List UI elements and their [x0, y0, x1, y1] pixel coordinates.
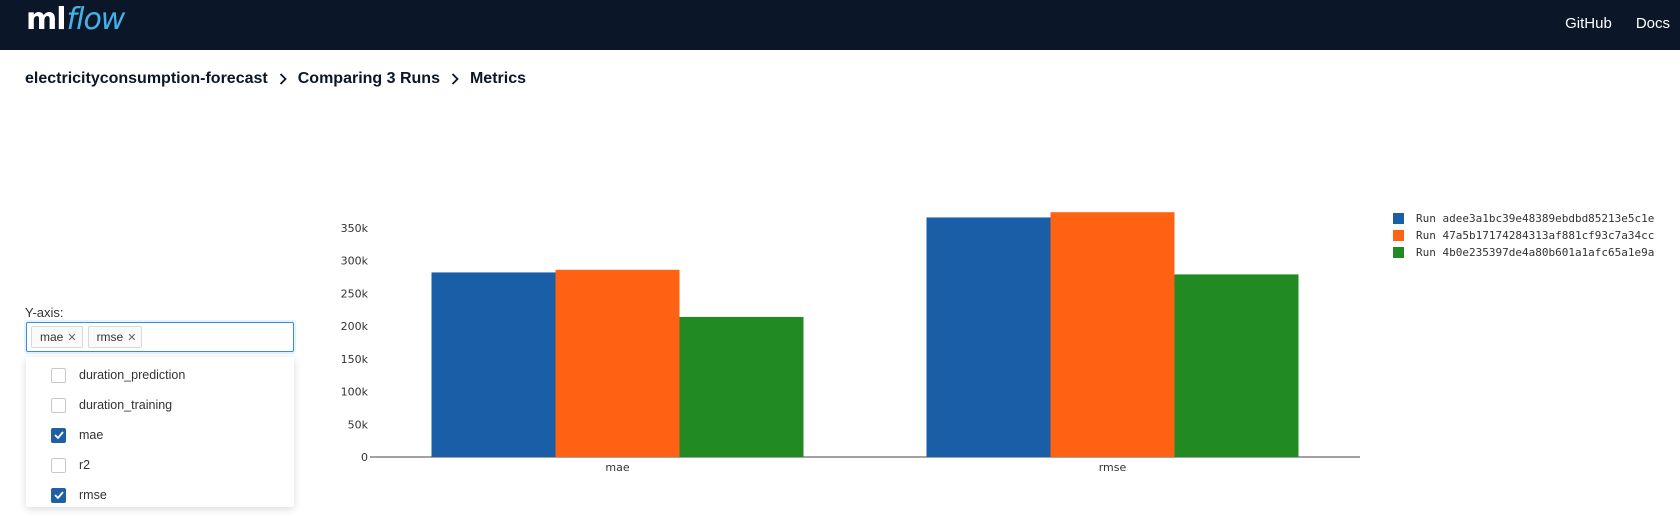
legend-item-run-1[interactable]: Run adee3a1bc39e48389ebdbd85213e5c1e [1393, 210, 1654, 227]
option-label: duration_prediction [79, 368, 186, 382]
y-tick-label: 100k [341, 386, 369, 399]
y-tick-label: 300k [341, 255, 369, 268]
logo-flow-text: flow [66, 2, 126, 37]
checkbox-icon[interactable] [51, 367, 66, 383]
yaxis-option-mae[interactable]: mae [26, 420, 294, 450]
yaxis-option-duration-training[interactable]: duration_training [26, 390, 294, 420]
close-icon[interactable]: ✕ [127, 331, 137, 344]
tag-label: rmse [96, 330, 124, 344]
bar-rmse-series-3 [1174, 274, 1299, 457]
checkbox-icon[interactable] [51, 397, 66, 413]
legend-label: Run adee3a1bc39e48389ebdbd85213e5c1e [1416, 212, 1655, 225]
yaxis-option-rmse[interactable]: rmse [26, 480, 294, 510]
chevron-right-icon [276, 73, 290, 85]
option-label: r2 [79, 458, 91, 472]
legend-label: Run 4b0e235397de4a80b601a1afc65a1e9a [1416, 246, 1655, 259]
option-label: duration_training [79, 398, 173, 412]
y-tick-label: 0 [361, 451, 368, 464]
bar-mae-series-3 [679, 316, 804, 457]
close-icon[interactable]: ✕ [67, 331, 77, 344]
bar-rmse-series-1 [926, 217, 1051, 457]
yaxis-label: Y-axis: [25, 305, 64, 320]
legend-item-run-3[interactable]: Run 4b0e235397de4a80b601a1afc65a1e9a [1393, 244, 1654, 261]
docs-link[interactable]: Docs [1635, 15, 1670, 32]
mlflow-logo[interactable]: ml flow [26, 2, 126, 46]
bar-mae-series-2 [555, 269, 680, 457]
breadcrumb: electricityconsumption-forecast Comparin… [25, 70, 526, 88]
checkbox-checked-icon[interactable] [51, 427, 66, 443]
yaxis-option-duration-prediction[interactable]: duration_prediction [26, 360, 294, 390]
y-tick-label: 150k [341, 353, 369, 366]
x-tick-label: rmse [1099, 461, 1127, 474]
breadcrumb-experiment[interactable]: electricityconsumption-forecast [25, 70, 268, 87]
legend-label: Run 47a5b17174284313af881cf93c7a34cc [1416, 229, 1655, 242]
x-tick-label: mae [605, 461, 629, 474]
bar-mae-series-1 [431, 272, 556, 457]
chevron-right-icon [448, 73, 462, 85]
metrics-bar-chart: 0 50k 100k 150k 200k 250k 300k 350k mae rmse [341, 212, 1360, 474]
nav-links: GitHub Docs [1565, 15, 1670, 32]
bar-rmse-series-2 [1050, 212, 1175, 457]
y-tick-label: 250k [341, 287, 369, 300]
y-tick-label: 200k [341, 320, 369, 333]
y-tick-label: 50k [348, 418, 369, 431]
checkbox-icon[interactable] [51, 457, 66, 473]
selected-tag-rmse: rmse ✕ [87, 326, 143, 348]
checkbox-checked-icon[interactable] [51, 487, 66, 503]
breadcrumb-compare-runs[interactable]: Comparing 3 Runs [297, 70, 440, 87]
option-label: rmse [79, 488, 107, 502]
github-link[interactable]: GitHub [1565, 15, 1612, 32]
yaxis-multiselect[interactable]: mae ✕ rmse ✕ [26, 322, 294, 352]
legend-swatch [1393, 213, 1404, 224]
legend-swatch [1393, 230, 1404, 241]
logo-ml-text: ml [26, 2, 67, 37]
breadcrumb-metrics: Metrics [469, 70, 526, 87]
legend-item-run-2[interactable]: Run 47a5b17174284313af881cf93c7a34cc [1393, 227, 1654, 244]
tag-label: mae [40, 330, 64, 344]
selected-tag-mae: mae ✕ [31, 326, 83, 348]
y-tick-label: 350k [341, 222, 369, 235]
option-label: mae [79, 428, 104, 442]
yaxis-option-r2[interactable]: r2 [26, 450, 294, 480]
top-nav-bar: ml flow GitHub Docs [0, 0, 1680, 50]
chart-legend: Run adee3a1bc39e48389ebdbd85213e5c1e Run … [1393, 210, 1654, 261]
legend-swatch [1393, 247, 1404, 258]
